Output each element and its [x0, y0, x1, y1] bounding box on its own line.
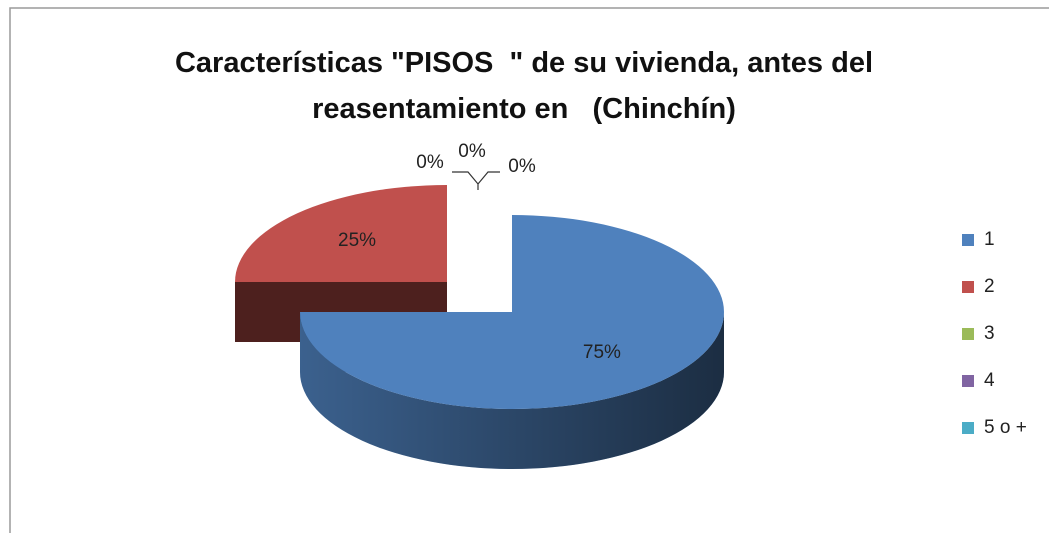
data-label: 75% [583, 342, 621, 363]
legend-label: 2 [984, 276, 995, 297]
data-label: 25% [338, 230, 376, 251]
slice [235, 185, 447, 282]
data-label: 0% [416, 152, 444, 173]
legend-label: 4 [984, 370, 995, 391]
legend-label: 3 [984, 323, 995, 344]
legend-label: 1 [984, 229, 995, 250]
legend-label: 5 o + [984, 417, 1027, 438]
data-label: 0% [508, 156, 536, 177]
legend-swatch [962, 328, 974, 340]
slice [300, 215, 724, 409]
legend-swatch [962, 375, 974, 387]
data-label: 0% [458, 141, 486, 162]
legend-swatch [962, 281, 974, 293]
chart-title: Características "PISOS " de su vivienda,… [174, 47, 882, 125]
frame [9, 7, 1049, 533]
leader-lines [452, 171, 500, 190]
legend-swatch [962, 234, 974, 246]
slice-wall-shade [300, 312, 724, 469]
legend-swatch [962, 422, 974, 434]
